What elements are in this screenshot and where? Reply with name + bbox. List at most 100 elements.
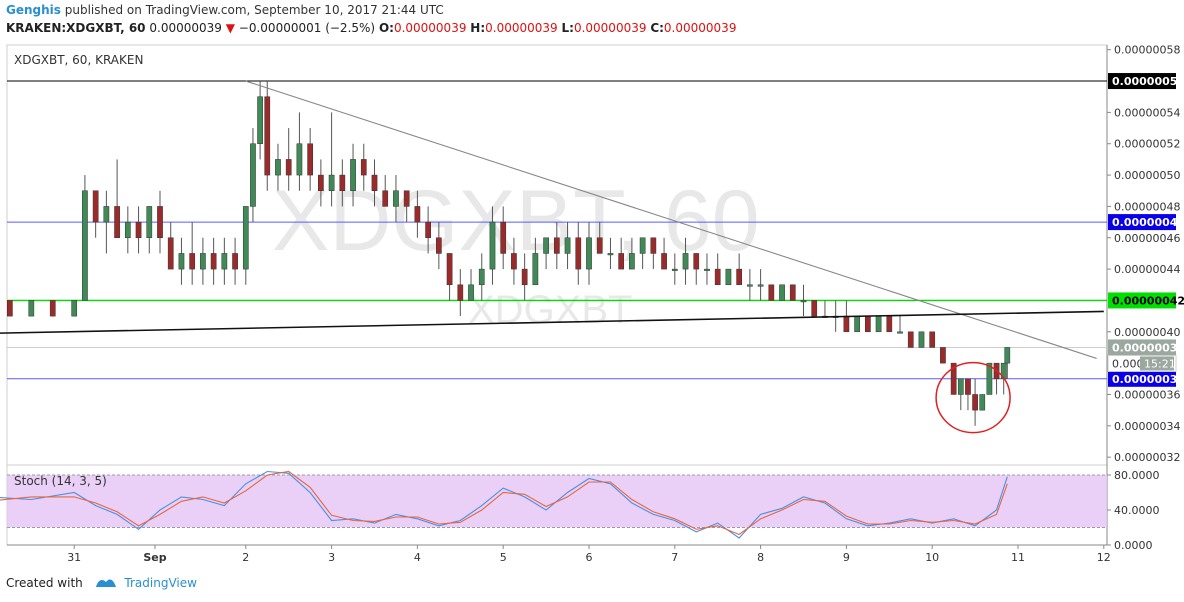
candle-body[interactable] — [714, 268, 721, 286]
candle-body[interactable] — [49, 300, 56, 317]
candle-body[interactable] — [747, 284, 753, 287]
candle-body[interactable] — [339, 174, 346, 191]
candle-body[interactable] — [553, 237, 560, 254]
highlight-circle[interactable] — [935, 361, 1011, 434]
candle-body[interactable] — [886, 315, 893, 333]
candle-body[interactable] — [318, 174, 324, 191]
candle-body[interactable] — [639, 237, 646, 254]
candle-body[interactable] — [264, 96, 271, 176]
candle-body[interactable] — [693, 253, 700, 270]
candle-body[interactable] — [114, 206, 120, 239]
candle-body[interactable] — [92, 190, 99, 223]
candle-body[interactable] — [736, 268, 742, 286]
candle-body[interactable] — [489, 221, 496, 270]
candle-body[interactable] — [103, 206, 110, 223]
candle-body[interactable] — [671, 268, 678, 271]
candle-body[interactable] — [157, 206, 163, 239]
candle-body[interactable] — [757, 284, 764, 287]
candle-body[interactable] — [393, 190, 399, 207]
candle-body[interactable] — [478, 268, 485, 286]
candle-body[interactable] — [257, 96, 263, 144]
candle-body[interactable] — [875, 315, 882, 333]
candle-body[interactable] — [768, 284, 775, 301]
trend-line[interactable] — [0, 310, 1104, 334]
candle-body[interactable] — [725, 268, 732, 286]
candle-body[interactable] — [843, 315, 850, 333]
candle-body[interactable] — [543, 237, 549, 254]
candle-body[interactable] — [167, 237, 174, 270]
candle-body[interactable] — [865, 315, 871, 333]
candle-body[interactable] — [124, 221, 131, 239]
candle-body[interactable] — [511, 253, 517, 270]
candle-body[interactable] — [468, 284, 474, 301]
candle-body[interactable] — [285, 159, 292, 176]
trend-line[interactable] — [245, 80, 1097, 359]
candle-body[interactable] — [586, 237, 592, 270]
candle-body[interactable] — [618, 253, 625, 270]
candle-body[interactable] — [811, 300, 818, 317]
candle-body[interactable] — [704, 268, 710, 271]
candle-body[interactable] — [71, 300, 78, 317]
candle-body[interactable] — [682, 253, 689, 270]
tradingview-link[interactable]: TradingView — [124, 576, 197, 590]
candle-body[interactable] — [457, 284, 464, 301]
candle-body[interactable] — [28, 300, 35, 317]
price-tag[interactable] — [1108, 339, 1176, 356]
candle-body[interactable] — [854, 315, 860, 333]
candle-body[interactable] — [403, 190, 410, 207]
candle-body[interactable] — [596, 237, 603, 254]
candle-body[interactable] — [564, 237, 571, 254]
candle-body[interactable] — [779, 284, 785, 301]
candle-body[interactable] — [607, 253, 614, 256]
candle-body[interactable] — [382, 190, 389, 207]
candle-body[interactable] — [918, 331, 925, 348]
candle-body[interactable] — [950, 362, 957, 395]
candle-body[interactable] — [242, 206, 249, 270]
candle-body[interactable] — [414, 206, 421, 223]
candle-body[interactable] — [221, 253, 228, 270]
price-tag[interactable] — [1108, 214, 1176, 231]
candle-body[interactable] — [532, 253, 539, 286]
candle-body[interactable] — [250, 143, 256, 207]
candle-body[interactable] — [940, 347, 946, 364]
candle-body[interactable] — [929, 331, 936, 348]
candle-body[interactable] — [371, 174, 378, 191]
candle-body[interactable] — [800, 300, 807, 303]
candle-body[interactable] — [986, 362, 993, 395]
candle-body[interactable] — [425, 221, 431, 239]
candle-body[interactable] — [446, 253, 453, 286]
candle-body[interactable] — [232, 253, 238, 270]
candle-body[interactable] — [210, 253, 217, 270]
candle-body[interactable] — [146, 206, 153, 239]
price-tag[interactable] — [1108, 370, 1176, 387]
candle-body[interactable] — [650, 237, 657, 254]
candle-body[interactable] — [328, 174, 335, 191]
candle-body[interactable] — [360, 159, 367, 176]
candle-body[interactable] — [907, 331, 914, 348]
candle-body[interactable] — [1004, 347, 1011, 364]
candle-body[interactable] — [965, 378, 971, 395]
price-tag[interactable] — [1108, 73, 1176, 90]
author-name[interactable]: Genghis — [6, 3, 61, 17]
candle-body[interactable] — [629, 253, 635, 270]
candle-body[interactable] — [897, 331, 903, 334]
candle-body[interactable] — [972, 394, 978, 411]
stoch-d-line[interactable] — [0, 470, 1008, 536]
candle-body[interactable] — [82, 190, 88, 301]
candle-body[interactable] — [957, 378, 964, 395]
tradingview-logo-icon[interactable] — [95, 576, 117, 591]
candle-body[interactable] — [296, 143, 303, 176]
candle-body[interactable] — [178, 253, 185, 270]
candle-body[interactable] — [436, 237, 442, 254]
price-tag[interactable] — [1108, 292, 1176, 309]
candle-body[interactable] — [7, 300, 13, 317]
candle-body[interactable] — [189, 253, 196, 270]
candle-body[interactable] — [307, 143, 313, 176]
candle-body[interactable] — [979, 394, 986, 411]
candle-body[interactable] — [200, 253, 206, 270]
candle-body[interactable] — [500, 221, 507, 254]
candle-body[interactable] — [350, 159, 356, 191]
candle-body[interactable] — [275, 159, 281, 176]
candle-body[interactable] — [661, 253, 667, 270]
